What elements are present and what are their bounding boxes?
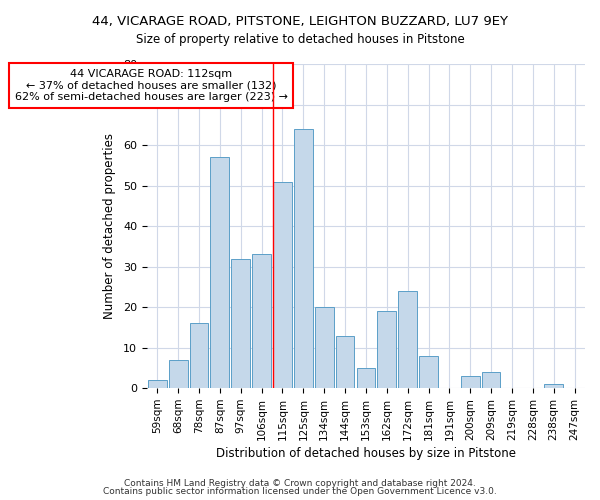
X-axis label: Distribution of detached houses by size in Pitstone: Distribution of detached houses by size … xyxy=(216,447,516,460)
Bar xyxy=(169,360,188,388)
Text: 44, VICARAGE ROAD, PITSTONE, LEIGHTON BUZZARD, LU7 9EY: 44, VICARAGE ROAD, PITSTONE, LEIGHTON BU… xyxy=(92,15,508,28)
Bar xyxy=(461,376,479,388)
Bar xyxy=(211,157,229,388)
Text: Contains public sector information licensed under the Open Government Licence v3: Contains public sector information licen… xyxy=(103,487,497,496)
Bar xyxy=(294,129,313,388)
Bar xyxy=(148,380,167,388)
Bar xyxy=(315,307,334,388)
Bar xyxy=(482,372,500,388)
Bar xyxy=(335,336,355,388)
Bar xyxy=(419,356,438,388)
Bar xyxy=(190,324,208,388)
Bar xyxy=(252,254,271,388)
Bar xyxy=(232,258,250,388)
Y-axis label: Number of detached properties: Number of detached properties xyxy=(103,133,116,319)
Bar xyxy=(398,291,417,388)
Bar xyxy=(273,182,292,388)
Bar xyxy=(544,384,563,388)
Text: 44 VICARAGE ROAD: 112sqm
← 37% of detached houses are smaller (132)
62% of semi-: 44 VICARAGE ROAD: 112sqm ← 37% of detach… xyxy=(15,69,288,102)
Bar xyxy=(356,368,376,388)
Bar xyxy=(377,311,396,388)
Text: Contains HM Land Registry data © Crown copyright and database right 2024.: Contains HM Land Registry data © Crown c… xyxy=(124,478,476,488)
Text: Size of property relative to detached houses in Pitstone: Size of property relative to detached ho… xyxy=(136,32,464,46)
